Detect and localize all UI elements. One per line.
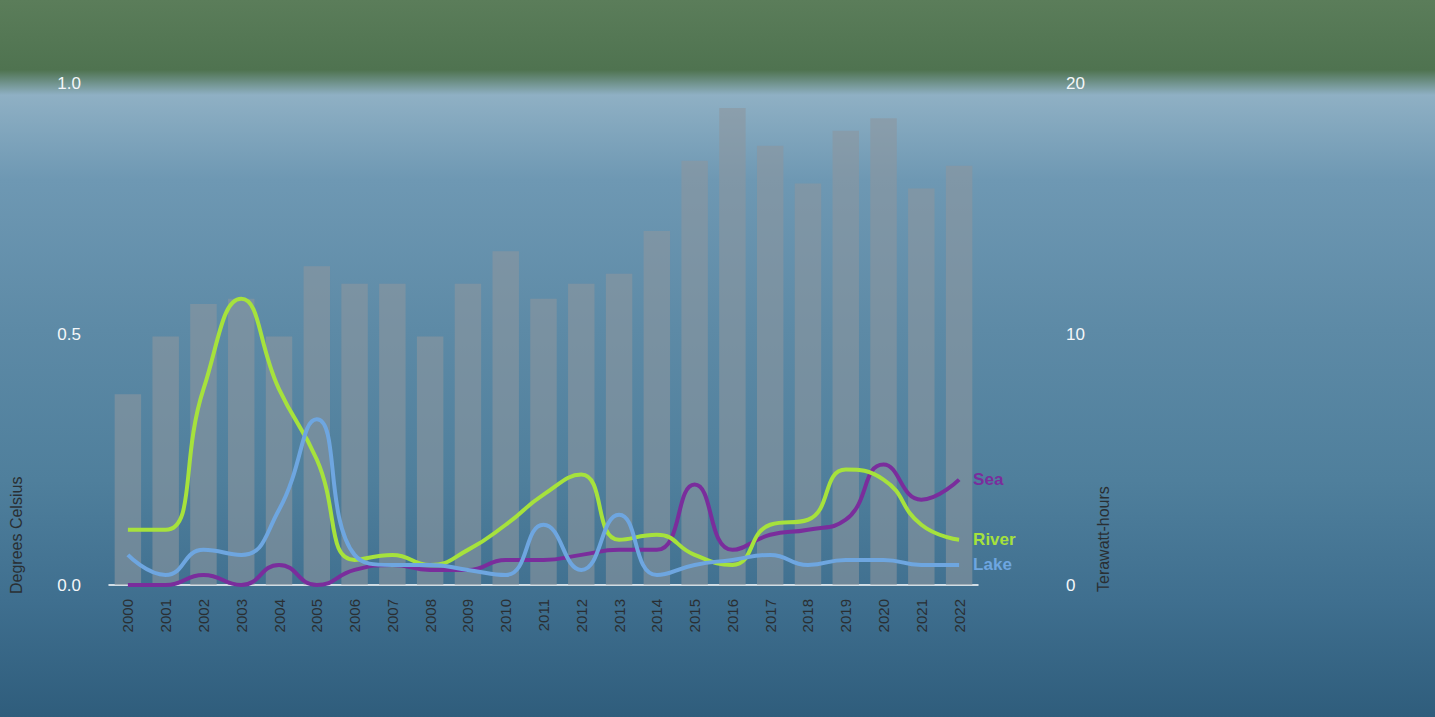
svg-text:1.0: 1.0 — [57, 74, 81, 93]
svg-text:2005: 2005 — [308, 599, 325, 632]
svg-text:Terawatt-hours: Terawatt-hours — [1095, 486, 1112, 592]
svg-text:0.0: 0.0 — [57, 576, 81, 595]
svg-text:2004: 2004 — [271, 599, 288, 632]
svg-text:2012: 2012 — [573, 599, 590, 632]
svg-text:Lake: Lake — [973, 555, 1012, 574]
svg-text:2020: 2020 — [875, 599, 892, 632]
svg-text:2002: 2002 — [195, 599, 212, 632]
svg-text:2019: 2019 — [837, 599, 854, 632]
svg-text:2006: 2006 — [346, 599, 363, 632]
svg-text:2014: 2014 — [648, 599, 665, 632]
svg-text:River: River — [973, 530, 1016, 549]
svg-text:2011: 2011 — [535, 599, 552, 631]
svg-text:2015: 2015 — [686, 599, 703, 632]
svg-text:2009: 2009 — [459, 599, 476, 632]
svg-text:2001: 2001 — [157, 599, 174, 632]
svg-text:2016: 2016 — [724, 599, 741, 632]
svg-text:20: 20 — [1066, 74, 1085, 93]
svg-text:2022: 2022 — [951, 599, 968, 632]
svg-text:2010: 2010 — [497, 599, 514, 632]
svg-text:0.5: 0.5 — [57, 325, 81, 344]
svg-text:Sea: Sea — [973, 470, 1004, 489]
svg-text:2008: 2008 — [422, 599, 439, 632]
svg-text:Degrees Celsius: Degrees Celsius — [8, 477, 25, 594]
svg-text:2017: 2017 — [762, 599, 779, 632]
svg-text:2013: 2013 — [611, 599, 628, 632]
svg-text:2000: 2000 — [119, 599, 136, 632]
svg-text:2021: 2021 — [913, 599, 930, 632]
svg-text:2018: 2018 — [799, 599, 816, 632]
svg-text:2003: 2003 — [233, 599, 250, 632]
svg-text:0: 0 — [1066, 576, 1075, 595]
svg-text:10: 10 — [1066, 325, 1085, 344]
svg-text:2007: 2007 — [384, 599, 401, 632]
